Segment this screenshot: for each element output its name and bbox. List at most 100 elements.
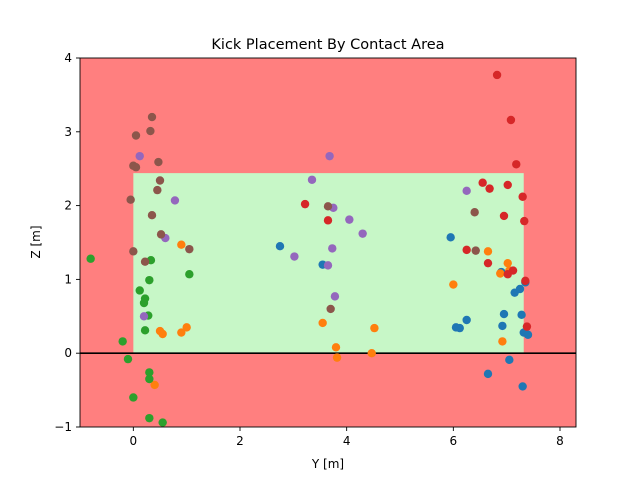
data-point [150,380,159,390]
data-point [325,151,334,161]
series-1 [275,233,533,391]
data-point [517,310,526,320]
data-point [508,266,518,275]
data-point [323,216,333,225]
series-2 [150,240,514,390]
data-point [145,413,154,423]
data-point [131,163,141,172]
data-point [182,323,191,332]
data-point [367,349,376,358]
series-5 [135,151,471,321]
data-point [147,112,157,122]
chart-title: Kick Placement By Contact Area [211,37,444,53]
data-point [126,195,135,204]
y-axis-label: Z [m] [29,225,43,258]
y-tick-label: 0 [64,346,72,360]
data-point [498,321,507,331]
data-point [323,261,333,270]
data-point [499,211,509,221]
plot-frame [79,57,577,428]
data-point [140,326,150,335]
data-point [499,309,509,319]
data-point [131,131,141,140]
data-point [145,275,154,285]
data-point [492,70,502,80]
data-point [140,294,150,303]
series-3 [86,254,194,427]
y-tick-label: 3 [64,125,72,139]
x-tick-label: 6 [450,434,458,448]
data-point [318,318,327,328]
data-point [462,186,471,196]
data-point [358,229,367,238]
data-point [518,382,527,391]
data-point [503,258,512,268]
y-tick-label: 1 [64,272,72,286]
data-point [177,328,186,337]
data-point [154,157,163,167]
data-point [275,241,285,251]
data-point [145,374,154,384]
data-point [185,244,194,254]
data-point [483,247,493,256]
data-point [512,160,521,169]
data-point [140,257,150,266]
x-tick-label: 4 [343,434,351,448]
data-point [462,315,471,325]
data-point [158,418,167,427]
data-point [326,304,335,314]
data-point [522,322,532,331]
data-point [515,284,525,294]
data-point [145,368,154,377]
data-point [158,329,167,339]
data-point [485,184,494,193]
x-axis-label: Y [m] [311,457,344,471]
data-points [86,70,533,427]
data-point [118,337,127,346]
x-tick-label: 8 [556,434,564,448]
data-point [147,210,157,220]
plot-area [80,58,576,427]
data-point [155,176,165,185]
y-tick-label: 4 [64,51,72,65]
data-point [300,199,310,209]
data-point [520,216,529,226]
data-point [503,180,512,190]
data-point [331,343,341,352]
axes: 0 2 4 6 8 −1 0 1 2 3 4 [54,51,577,448]
data-point [146,126,155,136]
data-point [135,151,144,161]
data-point [523,330,533,339]
series-4 [300,70,532,331]
y-tick-label: 2 [64,199,72,213]
data-point [370,323,379,333]
y-tick-label: −1 [54,420,72,434]
data-point [86,254,95,263]
data-point [446,233,455,242]
data-point [518,192,527,201]
data-point [123,354,133,364]
data-point [506,115,516,125]
x-tick-label: 0 [130,434,138,448]
data-point [345,215,354,224]
data-point [330,292,340,301]
data-point [139,312,149,321]
data-point [462,245,471,255]
data-point [177,240,186,249]
data-point [498,337,507,346]
data-point [307,175,317,184]
data-point [470,208,479,217]
data-point [478,178,487,187]
data-point [483,369,493,379]
data-point [328,244,337,253]
data-point [323,202,333,211]
data-point [156,230,166,239]
data-point [332,353,342,362]
data-point [129,393,138,402]
data-point [521,276,530,286]
data-point [129,247,138,256]
x-tick-label: 2 [236,434,244,448]
data-point [449,280,458,289]
data-point [471,246,480,255]
